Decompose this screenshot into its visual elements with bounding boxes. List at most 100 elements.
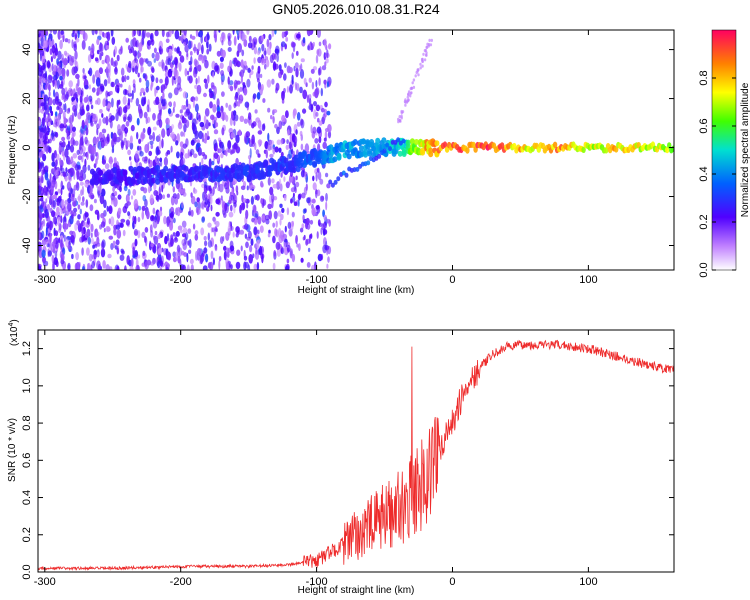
snr-x-tick-label: -300 xyxy=(34,576,56,588)
spectrogram-cell xyxy=(117,110,121,116)
spectrogram-cell xyxy=(175,58,178,69)
spectrogram-cell xyxy=(248,35,252,43)
spectrogram-cell xyxy=(113,197,118,208)
spectrogram-cell xyxy=(81,110,85,115)
spectrogram-cell xyxy=(253,219,258,225)
spectrogram-cell xyxy=(91,145,95,155)
spectrogram-cell xyxy=(291,42,296,48)
spectrogram-x-axis-label: Height of straight line (km) xyxy=(298,285,415,296)
spectrogram-cell xyxy=(204,59,209,69)
spectrogram-cell xyxy=(70,167,75,177)
spectrogram-ridge-cell xyxy=(434,140,440,147)
spectrogram-ridge-cell xyxy=(291,167,297,173)
spectrogram-ridge-cell xyxy=(401,138,406,144)
spectrogram-cell xyxy=(122,229,126,237)
spectrogram-cell xyxy=(42,39,48,49)
spectrogram-cell xyxy=(233,119,236,126)
colorbar-tick-label: 0.0 xyxy=(698,262,710,277)
spectrogram-cell xyxy=(144,227,149,233)
spectrogram-cell xyxy=(74,164,79,171)
spectrogram-cell xyxy=(41,117,46,126)
spectrogram-cell xyxy=(198,56,202,61)
spectrogram-cell xyxy=(313,101,317,107)
spectrogram-cell xyxy=(58,227,62,233)
spectrogram-cell xyxy=(152,131,156,142)
spectrogram-cell xyxy=(91,43,95,54)
spectrogram-cell xyxy=(55,159,58,167)
spectrogram-cell xyxy=(166,31,170,38)
spectrogram-cell xyxy=(421,59,424,64)
spectrogram-cell xyxy=(237,43,242,53)
spectrogram-cell xyxy=(289,248,293,256)
spectrogram-cell xyxy=(277,227,282,238)
spectrogram-cell xyxy=(286,258,290,264)
spectrogram-cell xyxy=(101,159,106,165)
spectrogram-cell xyxy=(182,91,188,99)
spectrogram-cell xyxy=(232,30,235,35)
spectrogram-cell xyxy=(238,129,242,136)
spectrogram-cell xyxy=(235,232,239,238)
spectrogram-ridge-cell xyxy=(146,173,152,179)
spectrogram-cell xyxy=(120,45,123,54)
spectrogram-cell xyxy=(122,95,127,105)
spectrogram-cell xyxy=(46,61,51,68)
spectrogram-cell xyxy=(290,198,293,204)
spectrogram-cell xyxy=(261,215,266,221)
spectrogram-ridge-cell xyxy=(442,141,448,148)
spectrogram-cell xyxy=(267,144,272,151)
spectrogram-cell xyxy=(103,199,107,209)
spectrogram-cell xyxy=(280,138,283,145)
spectrogram-cell xyxy=(166,233,170,242)
spectrogram-cell xyxy=(38,107,42,114)
spectrogram-cell xyxy=(188,249,192,254)
spectrogram-cell xyxy=(234,114,239,122)
spectrogram-cell xyxy=(266,79,272,88)
spectrogram-cell xyxy=(119,83,123,88)
spectrogram-cell xyxy=(103,228,106,233)
spectrogram-cell xyxy=(98,30,103,36)
spectrogram-cell xyxy=(323,137,327,142)
spectrogram-cell xyxy=(323,214,327,221)
spectrogram-cell xyxy=(327,256,330,263)
spectrogram-cell xyxy=(404,98,407,102)
spectrogram-cell xyxy=(94,30,98,35)
spectrogram-cell xyxy=(87,54,92,63)
spectrogram-cell xyxy=(68,140,70,146)
spectrogram-cell xyxy=(231,149,235,154)
spectrogram-cell xyxy=(300,257,304,263)
spectrogram-cell xyxy=(230,204,233,212)
spectrogram-cell xyxy=(66,108,71,114)
spectrogram-cell xyxy=(150,215,155,222)
spectrogram-cell xyxy=(135,40,138,48)
spectrogram-cell xyxy=(127,149,131,156)
spectrogram-cell xyxy=(190,264,194,270)
spectrogram-ridge-cell xyxy=(248,164,254,170)
spectrogram-cell xyxy=(406,95,409,99)
spectrogram-cell xyxy=(293,201,298,206)
spectrogram-cell xyxy=(52,79,55,88)
spectrogram-cell xyxy=(317,48,322,57)
spectrogram-cell xyxy=(183,30,187,36)
spectrogram-cell xyxy=(86,104,90,112)
spectrogram-cell xyxy=(268,229,271,234)
spectrogram-cell xyxy=(170,237,174,247)
spectrogram-cell xyxy=(155,77,159,84)
spectrogram-cell xyxy=(272,222,276,228)
snr-x-tick-label: -200 xyxy=(170,576,192,588)
colorbar-tick-label: 0.8 xyxy=(698,70,710,85)
spectrogram-cell xyxy=(84,136,88,145)
spectrogram-cell xyxy=(151,52,155,59)
spectrogram-cell xyxy=(322,244,327,254)
spectrogram-cell xyxy=(280,213,284,221)
spectrogram-cell xyxy=(152,113,156,121)
spectrogram-cell xyxy=(177,121,183,130)
spectrogram-cell xyxy=(312,126,317,134)
spectrogram-cell xyxy=(183,188,186,194)
spectrogram-ridge-cell xyxy=(330,182,335,188)
spectrogram-cell xyxy=(120,218,126,223)
spectrogram-cell xyxy=(89,185,93,195)
spectrogram-cell xyxy=(98,43,104,53)
spectrogram-ridge-cell xyxy=(332,156,338,163)
spectrogram-cell xyxy=(115,239,120,246)
spectrogram-cell xyxy=(291,52,294,59)
